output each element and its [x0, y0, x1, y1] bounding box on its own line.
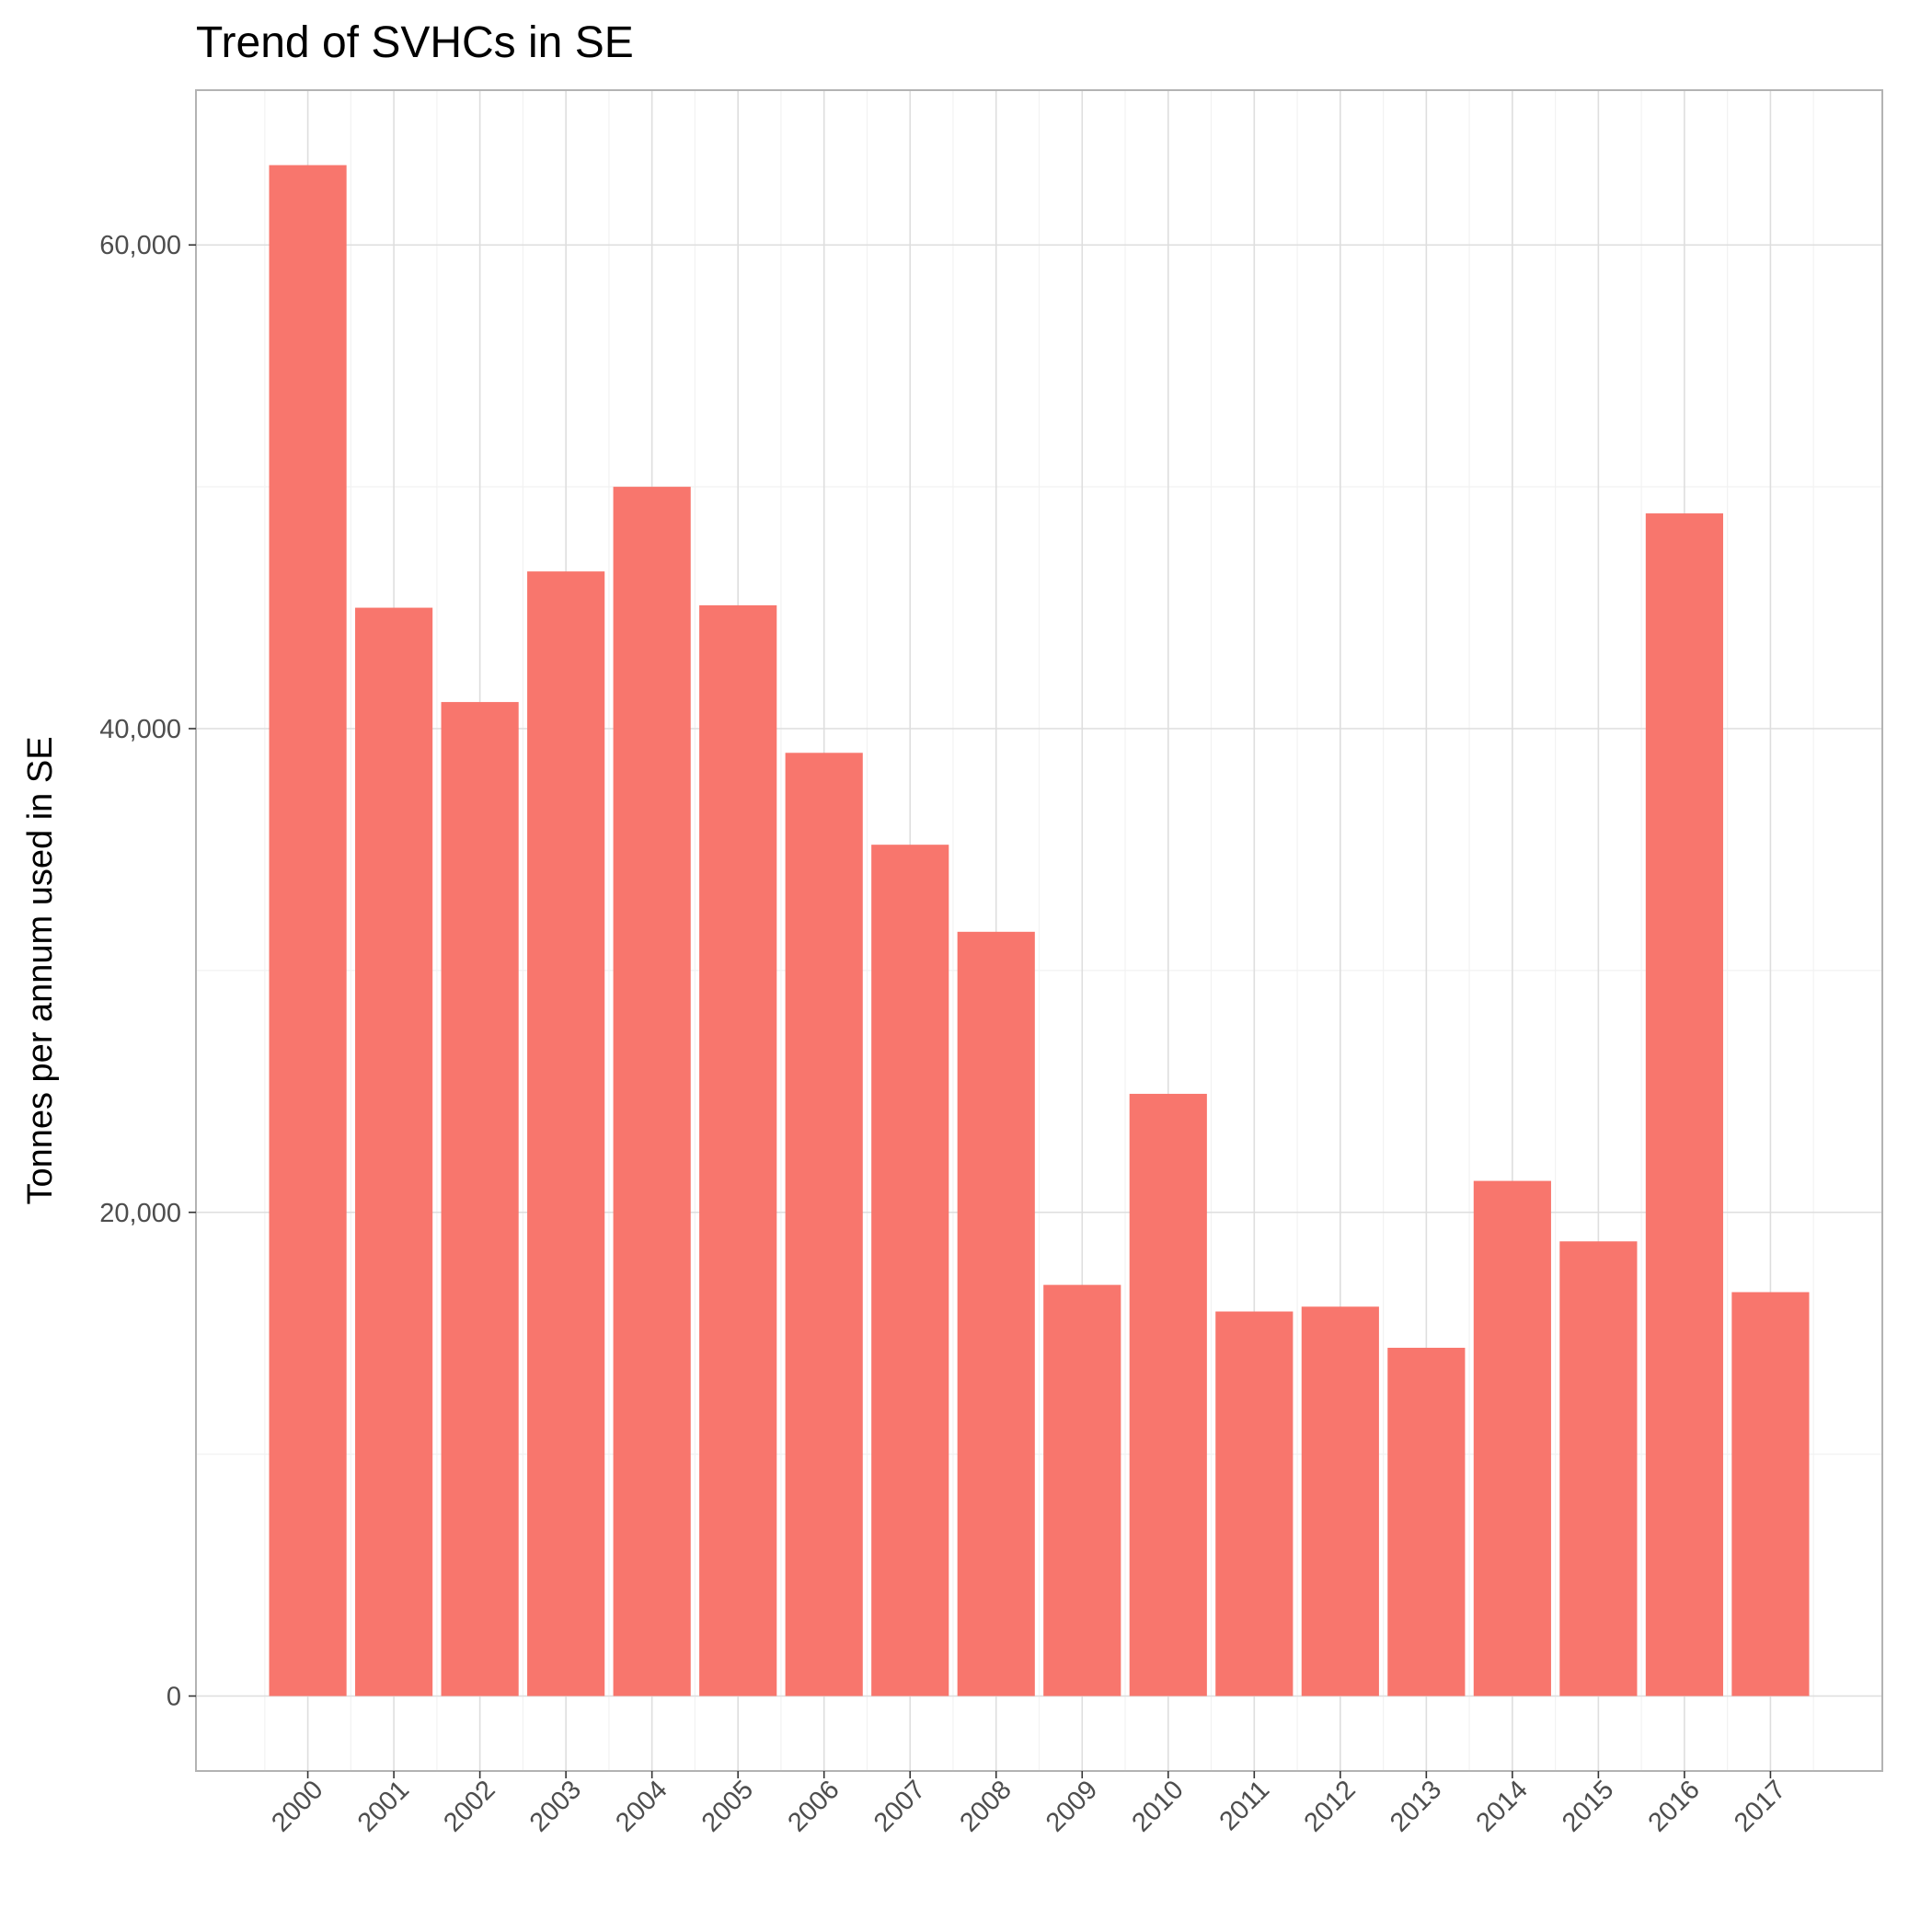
y-tick-label: 40,000 — [99, 715, 181, 744]
bar-2016 — [1645, 513, 1723, 1696]
panel-border — [195, 89, 1883, 1772]
y-tick-label: 0 — [167, 1683, 181, 1712]
bar-2010 — [1129, 1093, 1207, 1696]
bar-2013 — [1387, 1347, 1466, 1696]
bar-2009 — [1043, 1284, 1121, 1696]
bar-2014 — [1473, 1180, 1551, 1696]
y-tick-label: 60,000 — [99, 231, 181, 260]
y-axis: 0 20,000 40,000 60,000 — [99, 231, 196, 1712]
bar-2001 — [355, 607, 433, 1696]
bar-2006 — [785, 753, 863, 1696]
bar-2008 — [957, 931, 1035, 1696]
y-tick-label: 20,000 — [99, 1199, 181, 1228]
bar-2004 — [613, 487, 691, 1696]
bar-2005 — [699, 604, 777, 1696]
bar-2003 — [527, 571, 605, 1696]
bar-2017 — [1731, 1292, 1810, 1696]
bars — [269, 165, 1810, 1696]
bar-2007 — [871, 845, 949, 1696]
bar-2002 — [441, 702, 519, 1696]
bar-2015 — [1559, 1241, 1638, 1696]
bar-2000 — [269, 165, 347, 1696]
chart-title: Trend of SVHCs in SE — [196, 18, 634, 67]
y-axis-label: Tonnes per annum used in SE — [21, 736, 60, 1204]
bar-2012 — [1301, 1306, 1379, 1696]
bar-2011 — [1215, 1311, 1294, 1696]
